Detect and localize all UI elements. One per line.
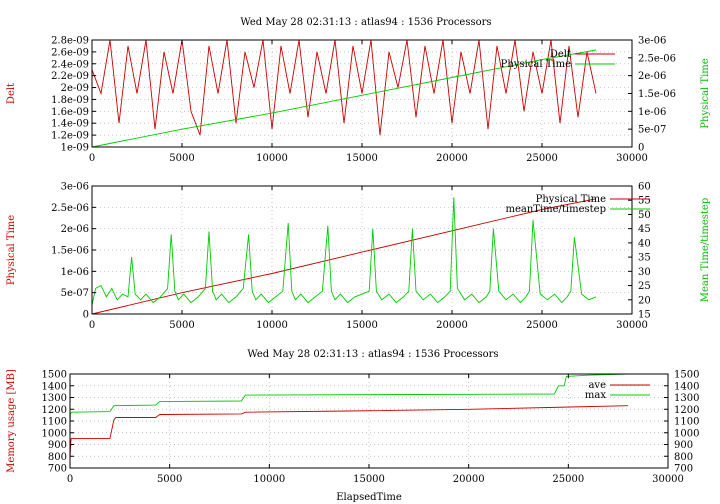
chart-panel-2: 0 5000 10000 15000 20000 25000 30000 0 5e-07 1e-0…	[6, 182, 711, 332]
y2-axis-label: Physical Time	[700, 58, 711, 128]
y2-tick-label: 60	[638, 182, 651, 193]
y-tick-label: 800	[48, 452, 67, 463]
y2-tick-label: 30	[638, 267, 651, 278]
y2-tick-label: 800	[674, 452, 693, 463]
y-tick-label: 900	[48, 440, 67, 451]
x-tick-label: 30000	[616, 153, 648, 164]
legend-label: Delt	[550, 49, 571, 60]
y2-tick-label: 1400	[674, 381, 699, 392]
y-tick-label: 2.5e-06	[51, 203, 89, 214]
x-tick-label: 5000	[157, 474, 182, 485]
y-tick-label: 1.8e-09	[51, 95, 89, 106]
series-line-max	[69, 373, 629, 427]
y2-tick-label: 3e-06	[638, 36, 666, 47]
y2-tick-label: 1.5e-06	[638, 89, 676, 100]
legend-label: Physical Time	[536, 194, 606, 205]
legend-label: max	[585, 390, 606, 401]
y-tick-label: 0	[83, 310, 89, 321]
y2-tick-label: 1100	[674, 417, 699, 428]
y2-tick-label: 1000	[674, 428, 699, 439]
x-tick-label: 0	[89, 153, 95, 164]
y-tick-label: 1000	[42, 428, 67, 439]
x-tick-label: 30000	[652, 474, 684, 485]
y-tick-label: 2e-09	[61, 83, 89, 94]
y2-tick-label: 45	[638, 224, 651, 235]
y2-tick-label: 50	[638, 210, 651, 221]
y-tick-label: 1100	[42, 417, 67, 428]
x-tick-label: 0	[67, 474, 73, 485]
y2-tick-label: 1500	[674, 370, 699, 381]
y2-tick-label: 40	[638, 238, 651, 249]
y2-tick-label: 20	[638, 295, 651, 306]
y2-tick-label: 2.5e-06	[638, 53, 676, 64]
y-tick-label: 700	[48, 464, 67, 475]
y2-tick-label: 15	[638, 310, 651, 321]
y-tick-label: 3e-06	[61, 182, 89, 193]
x-tick-label: 5000	[169, 320, 194, 331]
x-tick-label: 15000	[346, 153, 378, 164]
series-line-physical-time	[91, 198, 597, 315]
x-tick-label: 15000	[353, 474, 385, 485]
x-tick-label: 10000	[253, 474, 285, 485]
y2-tick-label: 55	[638, 196, 651, 207]
x-tick-label: 10000	[256, 153, 288, 164]
y-axis-label: Delt	[6, 83, 17, 104]
series-line-meantime-timestep	[91, 197, 597, 306]
chart-panel-3: 0 5000 10000 15000 20000 25000 300007008009001…	[6, 349, 699, 503]
y2-tick-label: 25	[638, 281, 651, 292]
y2-tick-label: 0	[638, 143, 644, 154]
x-tick-label: 25000	[526, 153, 558, 164]
y-tick-label: 2.2e-09	[51, 71, 89, 82]
y2-tick-label: 35	[638, 253, 651, 264]
y-tick-label: 1e-06	[61, 267, 89, 278]
x-axis-label: ElapsedTime	[336, 492, 402, 503]
y-tick-label: 5e-07	[61, 288, 89, 299]
legend-label: meanTime/timestep	[505, 204, 606, 215]
y2-tick-label: 1200	[674, 405, 699, 416]
y2-tick-label: 1e-06	[638, 107, 666, 118]
x-tick-label: 25000	[552, 474, 584, 485]
series-line-ave	[69, 405, 629, 459]
series-line-physical-time	[91, 49, 597, 148]
x-tick-label: 20000	[436, 153, 468, 164]
y-tick-label: 1400	[42, 381, 67, 392]
y-axis-label: Physical Time	[6, 215, 17, 285]
x-tick-label: 5000	[169, 153, 194, 164]
chart-title: Wed May 28 02:31:13 : atlas94 : 1536 Pro…	[247, 349, 498, 360]
y-tick-label: 1500	[42, 370, 67, 381]
y2-axis-label: Mean Time/timestep	[700, 198, 711, 302]
x-tick-label: 15000	[346, 320, 378, 331]
y2-tick-label: 900	[674, 440, 693, 451]
y-tick-label: 1.4e-09	[51, 119, 89, 130]
y-tick-label: 2.6e-09	[51, 47, 89, 58]
y-tick-label: 2.4e-09	[51, 59, 89, 70]
y2-tick-label: 2e-06	[638, 71, 666, 82]
x-tick-label: 30000	[616, 320, 648, 331]
y-tick-label: 1200	[42, 405, 67, 416]
x-tick-label: 10000	[256, 320, 288, 331]
y-tick-label: 1e-09	[61, 143, 89, 154]
y-axis-label: Memory usage [MB]	[6, 369, 17, 473]
chart-panel-1: 0 5000 10000 15000 20000 25000 30000 1e-091.2e-…	[6, 17, 711, 164]
legend-label: ave	[588, 380, 606, 391]
legend-label: Physical Time	[501, 59, 571, 70]
chart-title: Wed May 28 02:31:13 : atlas94 : 1536 Pro…	[240, 17, 491, 28]
y2-tick-label: 700	[674, 464, 693, 475]
y-tick-label: 1.2e-09	[51, 131, 89, 142]
x-tick-label: 25000	[526, 320, 558, 331]
y-tick-label: 1.6e-09	[51, 107, 89, 118]
y-tick-label: 1300	[42, 393, 67, 404]
x-tick-label: 20000	[436, 320, 468, 331]
y-tick-label: 2e-06	[61, 224, 89, 235]
y-tick-label: 2.8e-09	[51, 36, 89, 47]
y2-tick-label: 5e-07	[638, 125, 666, 136]
x-tick-label: 20000	[453, 474, 485, 485]
y-tick-label: 1.5e-06	[51, 246, 89, 257]
y2-tick-label: 1300	[674, 393, 699, 404]
x-tick-label: 0	[89, 320, 95, 331]
series-line-delt	[91, 39, 597, 136]
